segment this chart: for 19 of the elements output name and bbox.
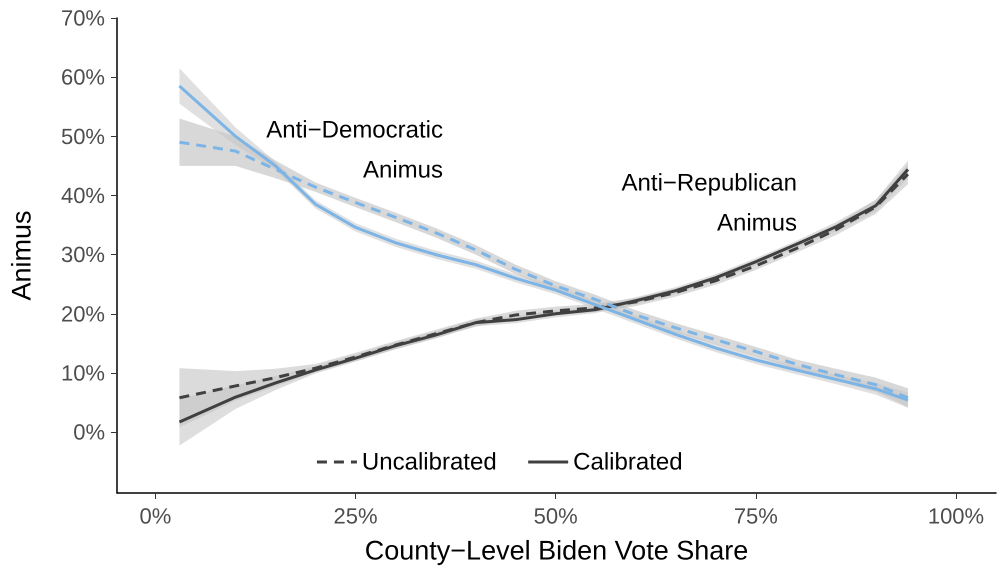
y-tick-label: 70% (60, 6, 105, 30)
x-tick-label: 75% (734, 504, 778, 528)
x-tick-label: 100% (928, 504, 984, 528)
annotation: Anti−Democratic Animus (266, 116, 443, 184)
y-tick-label: 60% (60, 64, 105, 90)
y-tick-label: 20% (60, 301, 105, 326)
x-tick-label: 25% (334, 504, 378, 528)
x-tick-label: 50% (534, 504, 578, 528)
y-tick-label: 30% (60, 242, 105, 268)
y-tick-label: 10% (60, 360, 105, 386)
legend-label: Calibrated (573, 448, 683, 476)
x-axis-title: County−Level Biden Vote Share (364, 536, 748, 566)
y-axis-title: Animus (6, 210, 36, 301)
y-tick-label: 0% (73, 420, 105, 445)
y-tick-label: 40% (60, 182, 105, 208)
y-tick-label: 50% (60, 124, 105, 149)
legend-label: Uncalibrated (362, 448, 497, 476)
annotation: Anti−Republican Animus (622, 170, 797, 236)
x-tick-label: 0% (140, 504, 172, 528)
